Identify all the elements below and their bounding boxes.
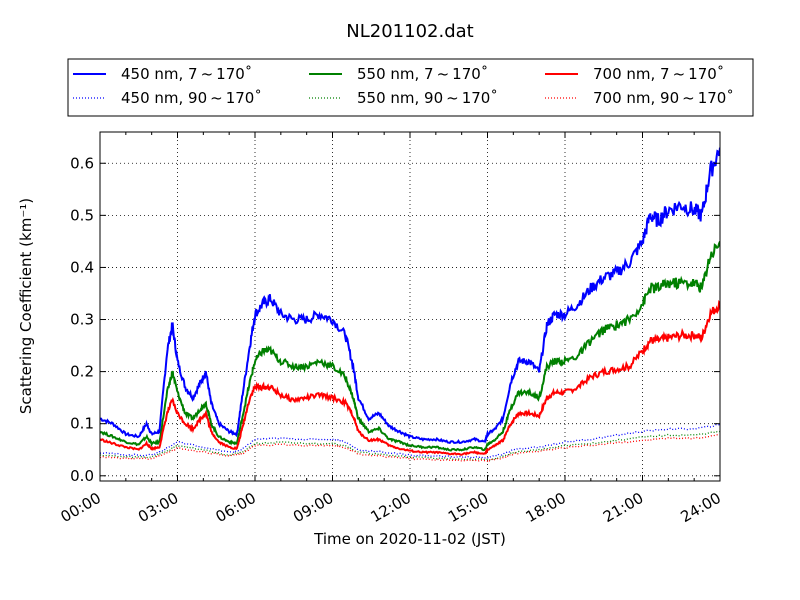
legend: 450 nm, 7 ~ 170˚ 550 nm, 7 ~ 170˚ 700 nm, … — [67, 58, 754, 117]
legend-label: 450 nm, 90 ~ 170˚ — [121, 89, 262, 107]
x-tick-label: 06:00 — [213, 489, 259, 526]
chart-title: NL201102.dat — [346, 21, 473, 42]
x-tick-label: 12:00 — [368, 489, 414, 526]
series-line — [100, 424, 720, 459]
y-tick-label: 0.3 — [70, 311, 94, 329]
legend-label: 450 nm, 7 ~ 170˚ — [121, 65, 252, 83]
legend-frame — [67, 58, 754, 117]
y-tick-label: 0.2 — [70, 363, 94, 381]
x-axis-label: Time on 2020-11-02 (JST) — [313, 530, 506, 548]
y-tick-label: 0.5 — [70, 206, 94, 224]
y-tick-label: 0.6 — [70, 154, 94, 172]
y-axis-label: Scattering Coefficient (km⁻¹) — [17, 198, 35, 414]
series-line — [100, 430, 720, 461]
series-layer — [100, 147, 720, 462]
x-tick-label: 15:00 — [445, 489, 491, 526]
x-tick-label: 00:00 — [58, 489, 104, 526]
y-tick-label: 0.0 — [70, 467, 94, 485]
x-axis: 00:00 03:00 06:00 09:00 12:00 15:00 18:00 21:00… — [58, 132, 724, 526]
x-tick-label: 18:00 — [523, 489, 569, 526]
legend-label: 700 nm, 7 ~ 170˚ — [593, 65, 724, 83]
y-axis: 0.0 0.1 0.2 0.3 0.4 0.5 0.6 — [70, 154, 720, 485]
legend-label: 550 nm, 7 ~ 170˚ — [357, 65, 488, 83]
series-line — [100, 147, 720, 445]
y-tick-label: 0.4 — [70, 258, 94, 276]
x-tick-label: 03:00 — [135, 489, 181, 526]
x-tick-label: 24:00 — [678, 489, 724, 526]
series-line — [100, 299, 720, 456]
y-tick-label: 0.1 — [70, 415, 94, 433]
x-tick-label: 09:00 — [290, 489, 336, 526]
legend-label: 550 nm, 90 ~ 170˚ — [357, 89, 498, 107]
series-line — [100, 240, 720, 452]
legend-label: 700 nm, 90 ~ 170˚ — [593, 89, 734, 107]
x-tick-label: 21:00 — [600, 489, 646, 526]
